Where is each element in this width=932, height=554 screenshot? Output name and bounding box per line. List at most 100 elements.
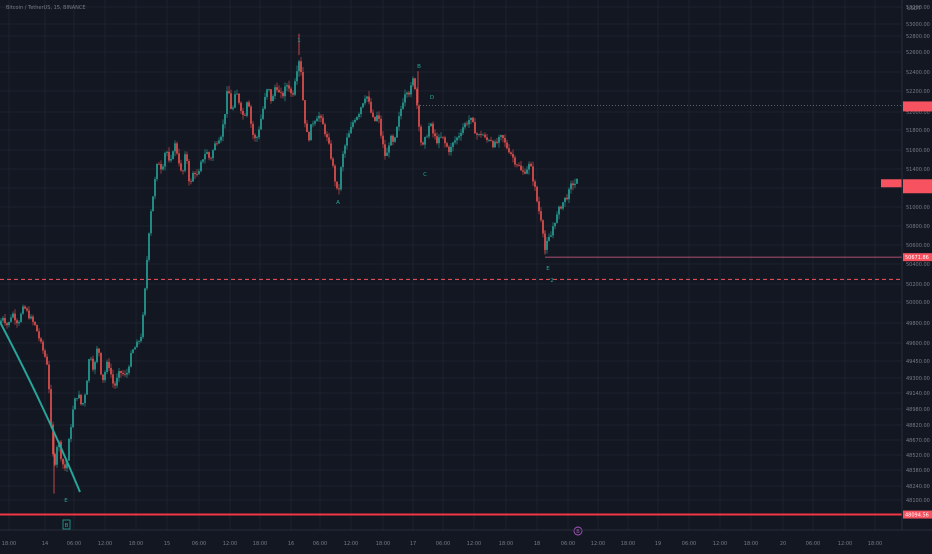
- candle-body: [550, 235, 552, 237]
- time-tick-label: 20: [780, 541, 786, 547]
- candle-body: [284, 86, 286, 97]
- candle-body: [496, 141, 498, 143]
- candle-body: [218, 140, 220, 144]
- candle-body: [98, 348, 100, 353]
- candle-body: [252, 123, 254, 135]
- candle-body: [30, 316, 32, 319]
- time-axis[interactable]: 18:00 14 06:00 12:00 18:00 15 06:00 12:00 18:00 1…: [2, 541, 882, 547]
- time-tick-label: 17: [410, 541, 416, 547]
- wave-label-d[interactable]: D: [430, 95, 434, 101]
- candle-body: [236, 93, 238, 95]
- candle-body: [206, 152, 208, 155]
- time-tick-label: 12:00: [344, 541, 358, 547]
- horizontal-levels[interactable]: [0, 104, 903, 516]
- candle-body: [370, 101, 372, 113]
- event-marker-icon[interactable]: [573, 526, 583, 536]
- candle-body: [152, 196, 154, 212]
- candle-body: [554, 222, 556, 227]
- candle-body: [44, 350, 46, 357]
- time-tick-label: 18:00: [621, 541, 635, 547]
- time-tick-label: 19: [655, 541, 661, 547]
- candle-body: [18, 321, 20, 324]
- candle-body: [346, 137, 348, 146]
- candle-body: [542, 220, 544, 234]
- candle-body: [246, 102, 248, 116]
- candle-body: [454, 140, 456, 143]
- candle-body: [72, 409, 74, 428]
- candle-body: [326, 134, 328, 138]
- candle-body: [306, 123, 308, 133]
- candle-body: [180, 163, 182, 171]
- candle-body: [200, 161, 202, 172]
- candle-body: [238, 93, 240, 103]
- candle-body: [166, 151, 168, 153]
- price-tick-label: 48100.00: [906, 498, 930, 504]
- candle-body: [210, 157, 212, 159]
- candle-body: [52, 424, 54, 455]
- candle-body: [398, 116, 400, 127]
- price-axis[interactable]: 53200.00 53000.00 52800.00 52600.00 52400.00…: [903, 5, 932, 519]
- candle-body: [392, 135, 394, 142]
- candle-body: [540, 211, 542, 221]
- candle-body: [258, 129, 260, 138]
- candle-body: [40, 338, 42, 342]
- upper-price-box[interactable]: [903, 101, 932, 112]
- candle-body: [112, 374, 114, 384]
- wave-label-1[interactable]: 1: [297, 38, 301, 44]
- candle-body: [444, 137, 446, 144]
- time-tick-label: 18:00: [129, 541, 143, 547]
- candle-body: [534, 181, 536, 187]
- candle-body: [442, 136, 444, 138]
- candle-body: [402, 102, 404, 109]
- candle-body: [38, 331, 40, 339]
- candle-body: [86, 380, 88, 395]
- candle-body: [466, 123, 468, 125]
- candle-body: [414, 78, 416, 90]
- candle-body: [150, 211, 152, 234]
- wave-label-a[interactable]: A: [336, 200, 340, 206]
- candle-body: [66, 460, 68, 469]
- candle-body: [574, 183, 576, 186]
- candle-body: [164, 152, 166, 167]
- candle-body: [262, 108, 264, 119]
- wave-label-2[interactable]: 2: [550, 278, 554, 284]
- boxed-marker[interactable]: [62, 519, 71, 530]
- candle-body: [360, 107, 362, 115]
- price-axis-panel[interactable]: [902, 0, 932, 530]
- wave-label-e[interactable]: E: [546, 266, 550, 272]
- grid-lines: [0, 0, 902, 530]
- candle-body: [386, 152, 388, 156]
- candle-body: [330, 143, 332, 159]
- wave-label-c[interactable]: C: [423, 172, 427, 178]
- candle-body: [54, 454, 56, 465]
- wave-label-b[interactable]: B: [417, 64, 421, 70]
- price-tick-label: 50000.00: [906, 300, 930, 306]
- time-tick-label: 18:00: [2, 541, 16, 547]
- candle-body: [74, 398, 76, 410]
- current-price-box[interactable]: [903, 179, 932, 194]
- candle-body: [78, 394, 80, 399]
- candle-body: [256, 137, 258, 138]
- price-tick-label: 53000.00: [906, 22, 930, 28]
- candle-body: [548, 236, 550, 241]
- wave-label-e[interactable]: E: [64, 498, 68, 504]
- candle-body: [104, 372, 106, 381]
- candle-body: [376, 115, 378, 121]
- candle-body: [282, 92, 284, 97]
- candle-body: [508, 148, 510, 153]
- candle-body: [130, 352, 132, 367]
- trend-curve[interactable]: [0, 321, 81, 493]
- candle-body: [564, 197, 566, 203]
- candle-body: [490, 139, 492, 141]
- candle-body: [182, 170, 184, 172]
- price-tick-label: 52600.00: [906, 50, 930, 56]
- candle-body: [204, 154, 206, 160]
- candle-body: [518, 165, 520, 166]
- candle-body: [530, 163, 532, 167]
- candle-body: [438, 137, 440, 144]
- candle-body: [270, 89, 272, 102]
- candle-body: [320, 115, 322, 118]
